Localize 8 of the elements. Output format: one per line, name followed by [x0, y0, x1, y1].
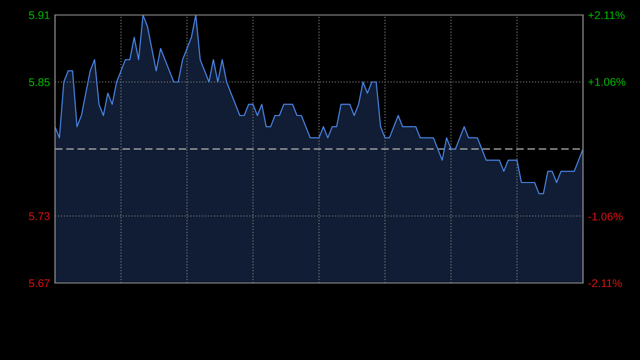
y-tick-label: 5.67 [28, 279, 50, 288]
y-tick-label: 5.73 [28, 212, 50, 220]
y2-tick-label: -1.06% [588, 212, 623, 220]
y-tick-label: 5.85 [28, 78, 50, 86]
y2-tick-label: -2.11% [588, 279, 622, 288]
y2-tick-label: +1.06% [588, 78, 626, 86]
y2-tick-label: +2.11% [588, 11, 625, 20]
y-tick-label: 5.91 [28, 11, 50, 20]
